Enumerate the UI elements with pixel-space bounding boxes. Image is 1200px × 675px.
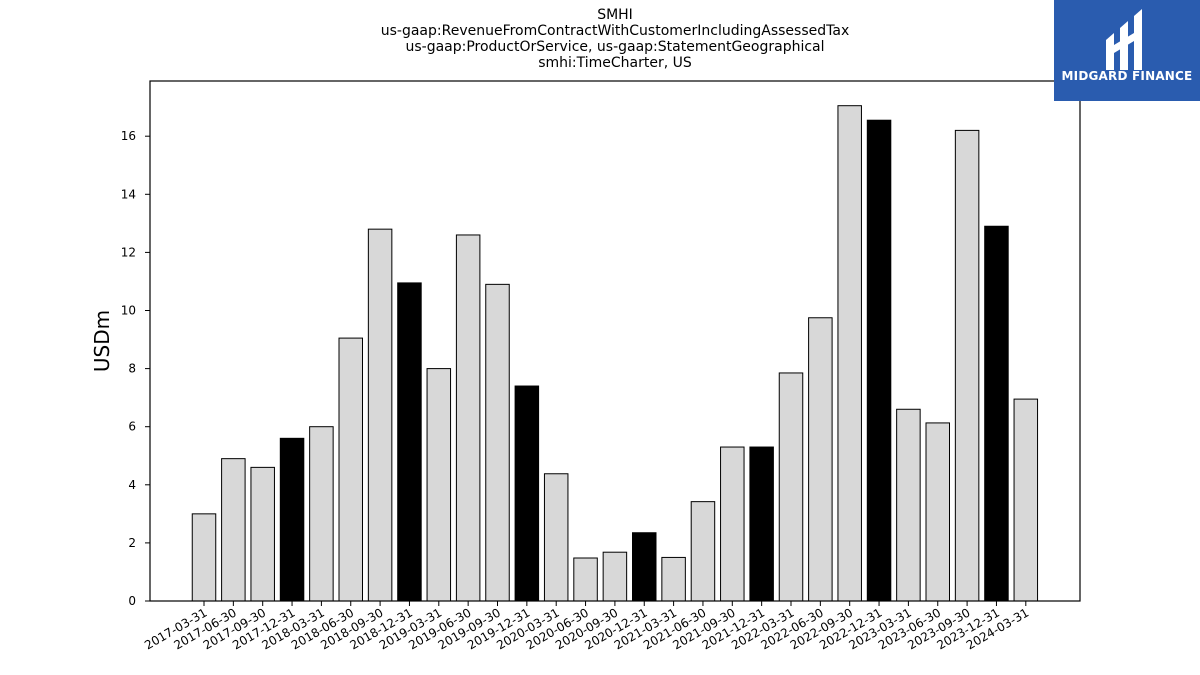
bar: [837, 105, 862, 602]
chart-title-line: SMHI: [597, 7, 633, 23]
bar: [896, 408, 921, 602]
bar: [397, 282, 422, 602]
bar: [954, 129, 980, 602]
bar: [720, 446, 745, 602]
bar: [925, 422, 950, 602]
y-tick-label: 8: [128, 362, 136, 376]
bar: [514, 385, 540, 602]
bar: [690, 501, 716, 602]
bar: [338, 337, 363, 602]
y-tick-label: 0: [128, 594, 136, 608]
bar: [367, 228, 393, 602]
midgard-finance-logo-mark: [1106, 9, 1142, 70]
chart-subtitle-line: us-gaap:ProductOrService, us-gaap:Statem…: [405, 39, 825, 55]
bar: [191, 513, 217, 602]
bar: [632, 532, 657, 602]
bar: [573, 557, 598, 602]
bar: [984, 225, 1009, 602]
bar: [778, 372, 804, 602]
bar: [309, 426, 334, 602]
bar: [279, 437, 305, 602]
bar: [221, 458, 246, 602]
y-tick-label: 14: [121, 187, 136, 201]
bar: [866, 119, 892, 602]
bar: [602, 551, 628, 602]
bar: [455, 234, 481, 602]
y-tick-label: 16: [121, 129, 136, 143]
bar: [808, 317, 833, 602]
bar: [426, 368, 452, 602]
bar: [485, 283, 510, 602]
chart-subtitle-line: smhi:TimeCharter, US: [538, 55, 692, 71]
bar: [1013, 398, 1039, 602]
plot-frame: [149, 80, 1081, 602]
brand-logo: MIDGARD FINANCE: [1054, 0, 1200, 101]
chart-title: SMHI us-gaap:RevenueFromContractWithCust…: [150, 7, 1080, 71]
y-tick-label: 4: [128, 478, 136, 492]
y-tick-label: 6: [128, 420, 136, 434]
y-tick-label: 12: [121, 245, 136, 259]
chart-subtitle-line: us-gaap:RevenueFromContractWithCustomerI…: [380, 23, 850, 39]
brand-logo-text: MIDGARD FINANCE: [1061, 69, 1193, 83]
y-tick-label: 2: [128, 536, 136, 550]
bar: [250, 466, 275, 602]
bar: [749, 446, 774, 602]
bar: [661, 556, 686, 602]
y-tick-label: 10: [121, 303, 136, 317]
bar: [543, 473, 569, 602]
